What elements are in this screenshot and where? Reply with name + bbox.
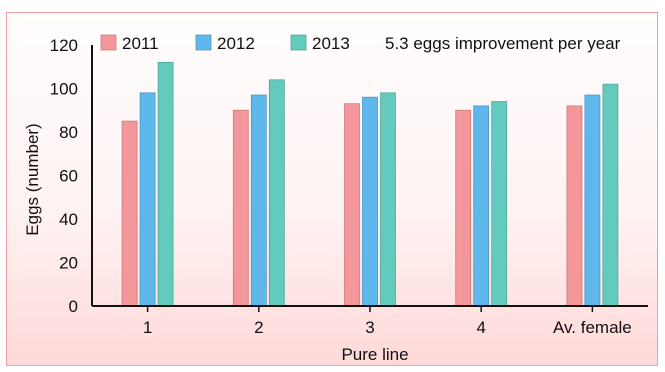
x-ticks: 1 2 3 4 Av. female: [143, 306, 632, 337]
legend-swatch-2013: [290, 34, 307, 51]
bar-2012-av-female: [584, 94, 601, 307]
bar-2011-4: [455, 109, 472, 307]
x-tick-label: 3: [365, 318, 374, 337]
legend-label-2013: 2013: [312, 34, 350, 53]
x-tick-label: 2: [254, 318, 263, 337]
bar-2011-2: [232, 109, 249, 307]
bar-2013-1: [157, 62, 174, 307]
y-tick-label: 120: [50, 36, 78, 55]
x-tick-label: 1: [143, 318, 152, 337]
bar-2011-av-female: [566, 105, 583, 307]
chart-annotation: 5.3 eggs improvement per year: [385, 34, 621, 53]
y-tick-label: 60: [59, 167, 78, 186]
y-tick-label: 20: [59, 254, 78, 273]
x-tick-label: 4: [476, 318, 485, 337]
bar-2013-av-female: [602, 83, 619, 307]
x-tick-label: Av. female: [553, 318, 632, 337]
bar-2013-3: [380, 92, 396, 307]
bar-2011-1: [121, 120, 138, 307]
legend-swatch-2012: [195, 34, 212, 51]
bar-2012-1: [139, 92, 156, 307]
y-ticks: 0 20 40 60 80 100 120: [50, 36, 78, 316]
y-tick-label: 40: [59, 210, 78, 229]
y-axis-title: Eggs (number): [23, 123, 42, 235]
bar-2012-4: [473, 105, 490, 307]
bars-layer: [121, 62, 619, 307]
y-tick-label: 80: [59, 123, 78, 142]
bar-2013-4: [491, 101, 508, 307]
bar-2012-3: [362, 96, 378, 307]
legend-swatch-2011: [100, 34, 117, 51]
x-axis-title: Pure line: [341, 345, 408, 364]
y-tick-label: 0: [69, 297, 78, 316]
bar-2011-3: [344, 103, 360, 307]
y-tick-label: 100: [50, 80, 78, 99]
bar-2013-2: [268, 79, 285, 307]
bar-2012-2: [250, 94, 267, 307]
legend-label-2011: 2011: [122, 34, 159, 53]
legend-label-2012: 2012: [217, 34, 255, 53]
legend: 2011 2012 2013: [100, 34, 350, 53]
